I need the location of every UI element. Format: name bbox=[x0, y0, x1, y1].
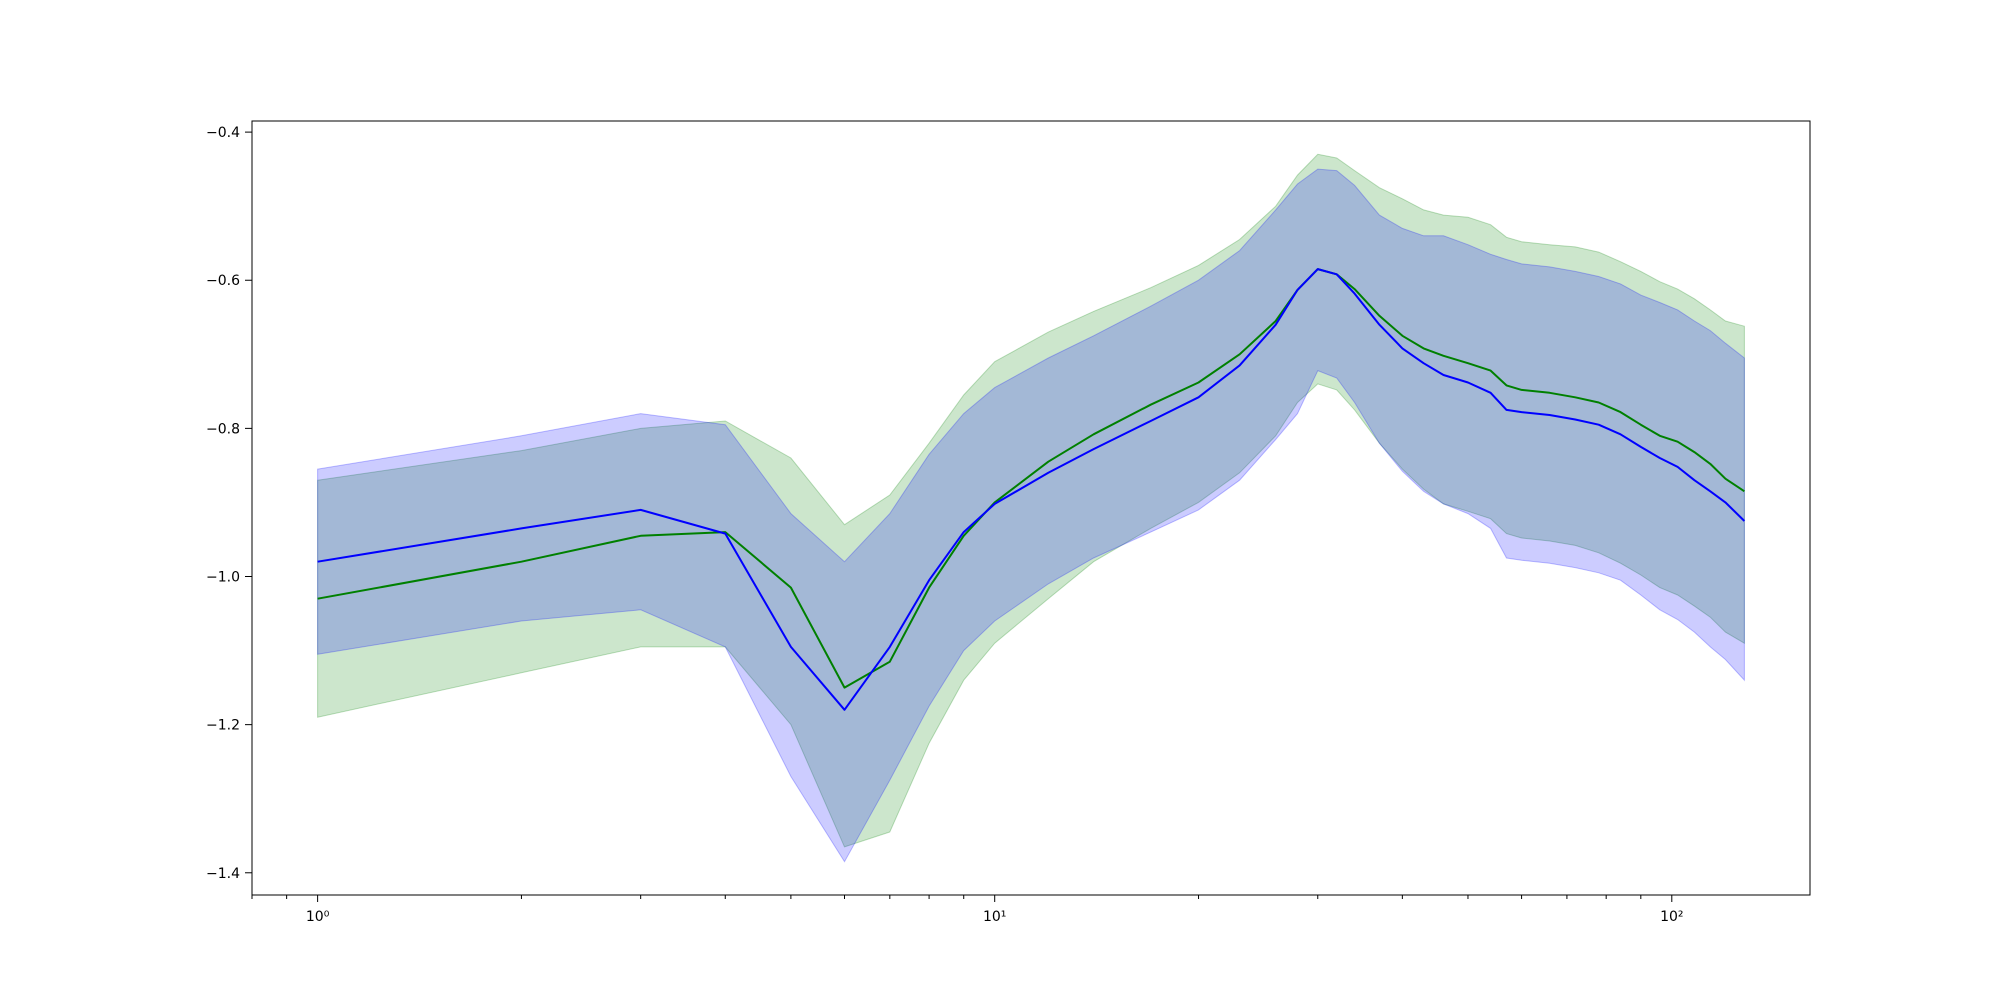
x-tick-label: 10² bbox=[1660, 909, 1683, 925]
series-2-band bbox=[317, 168, 1745, 863]
series-1-line bbox=[317, 268, 1745, 689]
y-tick-label: −0.4 bbox=[206, 125, 240, 141]
y-tick-label: −1.2 bbox=[206, 718, 240, 734]
series-lines bbox=[317, 268, 1746, 711]
series-1-band bbox=[317, 153, 1745, 848]
confidence-bands bbox=[317, 153, 1745, 863]
y-axis: −0.4 −0.6 −0.8 −1.0 −1.2 −1.4 bbox=[206, 125, 252, 882]
x-tick-label: 10⁰ bbox=[306, 909, 330, 925]
x-tick-label: 10¹ bbox=[983, 909, 1006, 925]
y-tick-label: −1.0 bbox=[206, 570, 240, 586]
plot-frame bbox=[251, 120, 1811, 896]
x-axis: 10⁰ 10¹ 10² bbox=[251, 895, 1684, 925]
y-tick-label: −0.6 bbox=[206, 273, 240, 289]
y-tick-label: −0.8 bbox=[206, 421, 240, 437]
series-2-line bbox=[317, 268, 1746, 711]
y-tick-label: −1.4 bbox=[206, 866, 240, 882]
